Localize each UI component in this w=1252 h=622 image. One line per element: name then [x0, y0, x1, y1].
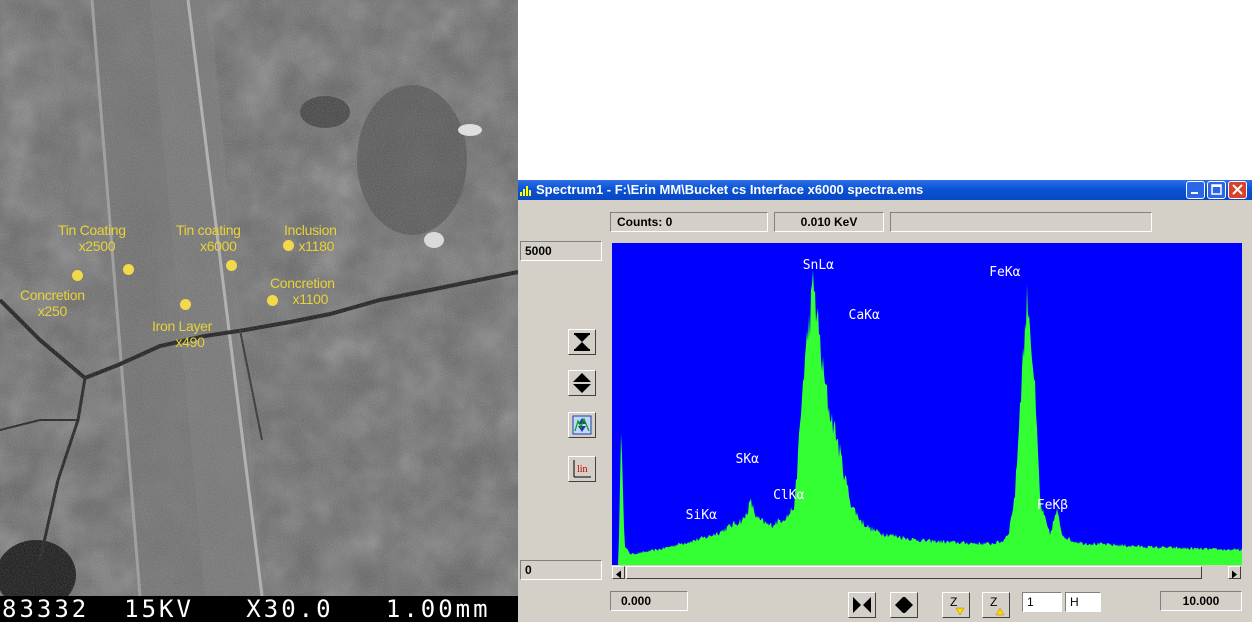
- x-min-field: 0.000: [610, 591, 688, 611]
- peak-label: FeKβ: [1037, 498, 1068, 513]
- spectrum-app-icon: [520, 186, 531, 196]
- micrograph-image: [0, 0, 518, 622]
- energy-display: 0.010 KeV: [774, 212, 884, 232]
- scroll-left-button[interactable]: [612, 566, 625, 579]
- zoom-in-button[interactable]: Z: [982, 592, 1010, 618]
- lin-log-button[interactable]: lin: [568, 456, 596, 482]
- info-display: [890, 212, 1152, 232]
- sem-micrograph: Tin Coating x2500 Tin coating x6000 Incl…: [0, 0, 518, 622]
- marker-dot: [72, 270, 83, 281]
- label-tin-coating-x6000: Tin coating x6000: [176, 222, 241, 254]
- minimize-icon: [1191, 192, 1198, 194]
- left-arrow-icon: [616, 570, 621, 579]
- y-min-field: 0: [520, 560, 602, 580]
- mode-input[interactable]: H: [1065, 592, 1101, 612]
- hourglass-icon: [574, 333, 590, 351]
- y-max-field: 5000: [520, 241, 602, 261]
- peak-labels: SiKα SKα ClKα SnLα CaKα FeKα FeKβ: [686, 258, 1069, 523]
- scroll-right-button[interactable]: [1228, 566, 1241, 579]
- peak-label: FeKα: [989, 265, 1020, 280]
- autoscale-button[interactable]: [568, 412, 596, 438]
- window-title: Spectrum1 - F:\Erin MM\Bucket cs Interfa…: [536, 182, 924, 197]
- spectrum-window: Spectrum1 - F:\Erin MM\Bucket cs Interfa…: [518, 180, 1252, 622]
- x-max-field: 10.000: [1160, 591, 1242, 611]
- zoom-down-icon: Z: [950, 595, 965, 616]
- maximize-icon: [1211, 184, 1222, 195]
- marker-dot: [283, 240, 294, 251]
- label-tin-coating-x2500: Tin Coating x2500: [58, 222, 126, 254]
- zoom-in-label: Z: [990, 595, 997, 609]
- autoscale-icon: [572, 415, 592, 435]
- spectrum-chart: SiKα SKα ClKα SnLα CaKα FeKα FeKβ: [612, 258, 1242, 565]
- zoom-out-label: Z: [950, 595, 957, 609]
- expand-range-button[interactable]: [848, 592, 876, 618]
- scroll-thumb[interactable]: [626, 566, 1202, 579]
- right-arrow-icon: [1232, 570, 1237, 579]
- peak-label: ClKα: [773, 488, 804, 503]
- counts-display: Counts: 0: [610, 212, 768, 232]
- peak-label: CaKα: [849, 308, 880, 323]
- zoom-full-button[interactable]: [568, 329, 596, 355]
- maximize-button[interactable]: [1207, 181, 1226, 199]
- scale-updown-button[interactable]: [568, 370, 596, 396]
- spectrum-plot[interactable]: SiKα SKα ClKα SnLα CaKα FeKα FeKβ: [612, 243, 1242, 565]
- close-button[interactable]: [1228, 181, 1247, 199]
- label-concretion-x1100: Concretion x1100: [270, 275, 335, 307]
- zoom-up-icon: Z: [990, 595, 1005, 616]
- title-bar[interactable]: Spectrum1 - F:\Erin MM\Bucket cs Interfa…: [518, 180, 1252, 200]
- inward-arrows-icon: [853, 597, 871, 613]
- lin-label: lin: [577, 464, 588, 475]
- close-icon: [1232, 184, 1243, 195]
- label-inclusion-x1180: Inclusion x1180: [284, 222, 337, 254]
- up-down-arrows-icon: [573, 373, 591, 393]
- lin-scale-icon: lin: [573, 460, 591, 478]
- zoom-factor-input[interactable]: 1: [1022, 592, 1062, 612]
- sem-info-bar: 83332 15KV X30.0 1.00mm: [0, 596, 518, 622]
- label-concretion-x250: Concretion x250: [20, 287, 85, 319]
- shrink-range-button[interactable]: [890, 592, 918, 618]
- peak-label: SnLα: [803, 258, 834, 273]
- zoom-out-button[interactable]: Z: [942, 592, 970, 618]
- label-iron-layer-x490: Iron Layer x490: [152, 318, 213, 350]
- sem-scale-text: 83332 15KV X30.0 1.00mm: [2, 595, 491, 622]
- marker-dot: [267, 295, 278, 306]
- horizontal-scrollbar[interactable]: [612, 566, 1242, 579]
- marker-dot: [180, 299, 191, 310]
- minimize-button[interactable]: [1186, 181, 1205, 199]
- outward-arrows-icon: [895, 597, 913, 613]
- peak-label: SiKα: [686, 508, 717, 523]
- marker-dot: [123, 264, 134, 275]
- marker-dot: [226, 260, 237, 271]
- peak-label: SKα: [736, 452, 760, 467]
